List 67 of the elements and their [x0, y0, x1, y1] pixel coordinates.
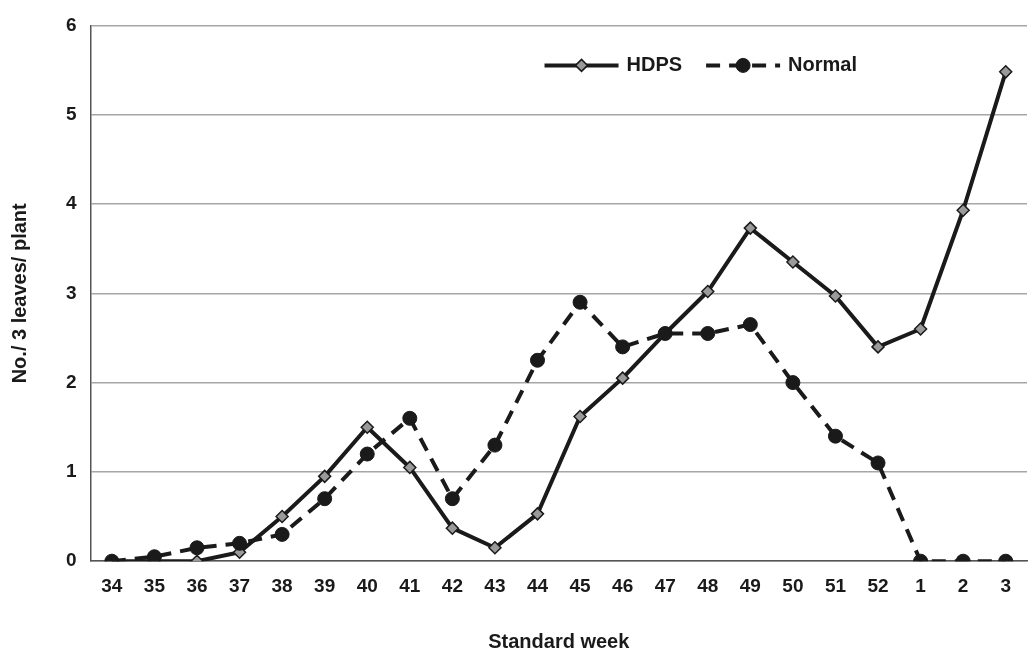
x-tick-label: 37 [228, 574, 251, 596]
point [615, 371, 630, 385]
point [956, 203, 970, 217]
x-tick-label: 34 [101, 574, 123, 596]
point [785, 375, 801, 391]
point [403, 460, 417, 475]
point [317, 491, 333, 507]
point [530, 352, 545, 368]
point [701, 284, 715, 299]
point [742, 317, 758, 333]
y-tick-label: 3 [65, 281, 77, 303]
x-tick-label: 52 [867, 574, 889, 596]
x-tick-label: 38 [271, 574, 293, 596]
point [786, 255, 800, 269]
x-tick-label: 47 [654, 574, 676, 596]
x-tick-label: 43 [484, 574, 506, 596]
point [998, 65, 1013, 79]
y-tick-label: 6 [65, 13, 77, 35]
point [275, 509, 289, 524]
x-tick-label: 40 [356, 574, 378, 596]
legend-label: Normal [788, 52, 857, 75]
x-tick-label: 46 [612, 574, 634, 596]
point [871, 340, 885, 354]
y-tick-label: 2 [65, 370, 77, 392]
y-tick-label: 4 [65, 192, 77, 214]
x-tick-label: 51 [824, 574, 847, 596]
point [274, 526, 290, 542]
point [487, 437, 503, 453]
point [146, 549, 162, 562]
point [488, 541, 502, 555]
x-tick-label: 36 [186, 574, 208, 596]
y-tick-label: 1 [65, 460, 77, 482]
legend-label: HDPS [626, 52, 683, 75]
x-tick-label: 1 [915, 574, 927, 596]
x-tick-label: 41 [399, 574, 421, 596]
point [828, 289, 843, 303]
point [743, 221, 758, 235]
x-tick-label: 35 [143, 574, 166, 596]
point [530, 507, 545, 521]
x-tick-label: 45 [569, 574, 592, 596]
x-tick-label: 39 [314, 574, 336, 596]
x-tick-label: 3 [1000, 574, 1012, 596]
x-tick-label: 48 [697, 574, 719, 596]
y-tick-label: 5 [65, 102, 77, 124]
point [317, 469, 332, 484]
point [700, 325, 716, 341]
point [827, 428, 843, 444]
point [913, 322, 928, 336]
point [189, 540, 205, 556]
x-tick-label: 50 [782, 574, 804, 596]
x-tick-label: 49 [739, 574, 761, 596]
point [573, 409, 587, 424]
point [402, 410, 418, 426]
point [360, 420, 374, 434]
point [445, 521, 460, 535]
x-tick-label: 42 [441, 574, 463, 596]
point [572, 294, 588, 310]
point [444, 491, 460, 507]
point [615, 339, 631, 355]
y-axis-title: No./ 3 leaves/ plant [7, 202, 30, 384]
y-tick-label: 0 [65, 549, 77, 571]
point [359, 446, 375, 462]
x-tick-label: 44 [526, 574, 549, 596]
x-axis-title: Standard week [488, 629, 631, 652]
point [870, 455, 886, 471]
x-tick-label: 2 [957, 574, 969, 596]
point [232, 535, 248, 551]
